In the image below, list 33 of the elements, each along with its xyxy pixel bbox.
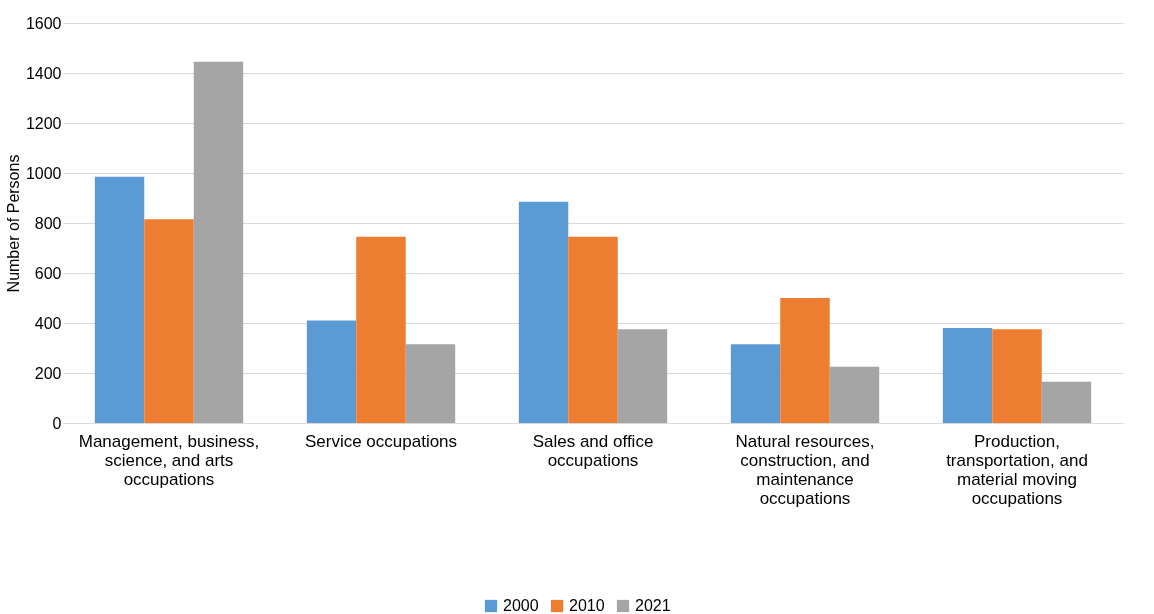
bar — [306, 320, 357, 423]
bar — [942, 328, 993, 423]
y-axis-title: Number of Persons — [4, 154, 22, 293]
y-tick-label: 1000 — [25, 164, 62, 182]
bar — [405, 344, 456, 423]
bar — [94, 176, 145, 423]
x-tick-label: Natural resources, construction, and maintenance occupations — [735, 431, 875, 508]
bar — [518, 201, 569, 423]
bar — [829, 366, 880, 423]
y-tick-label: 400 — [34, 314, 62, 332]
bar — [144, 219, 194, 423]
bar — [356, 236, 406, 423]
bar — [1041, 381, 1092, 423]
bar — [193, 61, 244, 423]
y-tick-label: 0 — [52, 414, 62, 432]
y-tick-label: 1600 — [25, 14, 62, 32]
bar — [992, 329, 1042, 423]
legend-label: 2000 — [503, 597, 539, 614]
y-tick-label: 200 — [34, 364, 62, 382]
legend-label: 2021 — [635, 597, 671, 614]
y-tick-label: 800 — [34, 214, 62, 232]
y-tick-label: 1400 — [25, 64, 62, 82]
y-tick-label: 1200 — [25, 114, 62, 132]
bar — [568, 236, 618, 423]
bar — [617, 329, 668, 423]
x-tick-label: Service occupations — [304, 431, 458, 451]
legend-label: 2010 — [569, 597, 605, 614]
x-tick-label: Sales and office occupations — [532, 431, 654, 470]
y-tick-label: 600 — [34, 264, 62, 282]
x-tick-label: Management, business, science, and arts occupations — [78, 431, 260, 489]
bar — [730, 344, 781, 423]
x-tick-label: Production, transportation, and material moving occupations — [946, 431, 1088, 508]
bar — [780, 298, 830, 423]
